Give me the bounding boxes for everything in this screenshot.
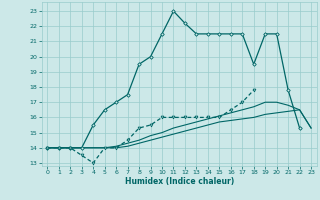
X-axis label: Humidex (Indice chaleur): Humidex (Indice chaleur) (124, 177, 234, 186)
